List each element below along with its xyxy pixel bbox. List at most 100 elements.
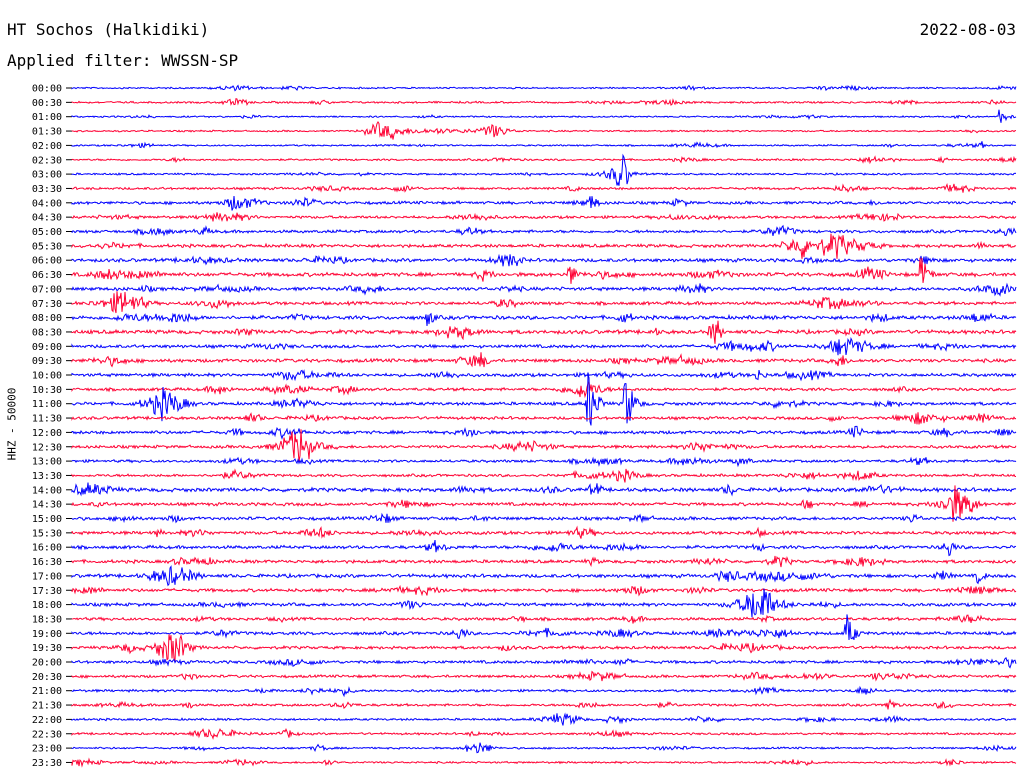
row-label-2000: 20:00 (32, 658, 62, 669)
trace-row-1230 (71, 429, 1017, 462)
row-label-2100: 21:00 (32, 686, 62, 697)
row-label-0200: 02:00 (32, 141, 62, 152)
trace-row-2200 (71, 712, 1017, 726)
trace-row-2000 (71, 656, 1017, 669)
trace-row-1600 (71, 540, 1017, 557)
row-label-1000: 10:00 (32, 371, 62, 382)
row-label-2130: 21:30 (32, 701, 62, 712)
row-label-0230: 02:30 (32, 155, 62, 166)
row-label-1300: 13:00 (32, 457, 62, 468)
row-label-0730: 07:30 (32, 299, 62, 310)
trace-row-0400 (71, 196, 1017, 211)
row-label-2030: 20:30 (32, 672, 62, 683)
row-label-2330: 23:30 (32, 758, 62, 769)
row-label-1800: 18:00 (32, 600, 62, 611)
row-label-1830: 18:30 (32, 614, 62, 625)
trace-row-2300 (71, 742, 1017, 754)
row-label-0930: 09:30 (32, 356, 62, 367)
trace-row-1400 (71, 482, 1017, 497)
trace-row-1300 (71, 456, 1017, 468)
row-label-0500: 05:00 (32, 227, 62, 238)
row-label-1230: 12:30 (32, 442, 62, 453)
trace-row-0230 (71, 155, 1017, 165)
row-label-1500: 15:00 (32, 514, 62, 525)
row-label-0800: 08:00 (32, 313, 62, 324)
trace-row-2230 (71, 728, 1017, 740)
trace-row-0600 (71, 253, 1017, 267)
trace-row-0030 (71, 97, 1017, 107)
row-label-0530: 05:30 (32, 241, 62, 252)
trace-row-1500 (71, 512, 1017, 524)
row-label-0000: 00:00 (32, 84, 62, 95)
trace-row-0100 (71, 109, 1017, 123)
trace-row-2100 (71, 685, 1017, 698)
row-label-0130: 01:30 (32, 127, 62, 138)
trace-row-2330 (71, 757, 1017, 768)
trace-row-1030 (71, 380, 1017, 399)
trace-row-1100 (71, 374, 1017, 426)
trace-row-1630 (71, 555, 1017, 568)
trace-row-1000 (71, 369, 1017, 382)
station-title: HT Sochos (Halkidiki) (7, 20, 210, 39)
trace-row-1530 (71, 525, 1017, 539)
row-label-0330: 03:30 (32, 184, 62, 195)
trace-row-2030 (71, 670, 1017, 682)
trace-row-0500 (71, 224, 1017, 237)
row-label-0400: 04:00 (32, 198, 62, 209)
trace-row-1830 (71, 614, 1017, 624)
row-label-1030: 10:30 (32, 385, 62, 396)
row-label-0700: 07:00 (32, 284, 62, 295)
trace-row-1730 (71, 584, 1017, 597)
row-label-0900: 09:00 (32, 342, 62, 353)
row-label-0100: 01:00 (32, 112, 62, 123)
row-label-1400: 14:00 (32, 485, 62, 496)
row-label-2300: 23:00 (32, 744, 62, 755)
trace-row-1130 (71, 412, 1017, 425)
row-label-1530: 15:30 (32, 528, 62, 539)
row-label-1430: 14:30 (32, 500, 62, 511)
row-label-0830: 08:30 (32, 327, 62, 338)
row-label-2200: 22:00 (32, 715, 62, 726)
row-label-1630: 16:30 (32, 557, 62, 568)
trace-row-0730 (71, 291, 1017, 314)
row-label-0630: 06:30 (32, 270, 62, 281)
trace-row-0430 (71, 212, 1017, 222)
row-label-1930: 19:30 (32, 643, 62, 654)
row-label-0300: 03:00 (32, 170, 62, 181)
trace-row-1200 (71, 425, 1017, 440)
trace-row-0330 (71, 183, 1017, 193)
trace-row-0530 (71, 233, 1017, 259)
trace-row-0000 (71, 84, 1017, 92)
row-label-0430: 04:30 (32, 213, 62, 224)
row-label-2230: 22:30 (32, 729, 62, 740)
filter-label: Applied filter: WWSSN-SP (7, 51, 239, 70)
row-label-1700: 17:00 (32, 571, 62, 582)
trace-row-1430 (71, 485, 1017, 522)
trace-row-0930 (71, 352, 1017, 368)
trace-row-0200 (71, 141, 1017, 149)
trace-row-1330 (71, 468, 1017, 483)
row-labels: 00:00 00:30 01:00 01:30 02:00 02:30 03:00 03:30… (32, 84, 72, 769)
row-label-1900: 19:00 (32, 629, 62, 640)
trace-row-1900 (71, 614, 1017, 641)
row-label-1100: 11:00 (32, 399, 62, 410)
trace-row-2130 (71, 698, 1017, 710)
trace-row-0800 (71, 312, 1017, 326)
row-label-0030: 00:30 (32, 98, 62, 109)
trace-row-0300 (71, 153, 1017, 186)
row-label-0600: 06:00 (32, 256, 62, 267)
trace-row-0700 (71, 282, 1017, 297)
trace-row-1800 (71, 588, 1017, 618)
row-label-1730: 17:30 (32, 586, 62, 597)
trace-row-0130 (71, 121, 1017, 140)
trace-row-0630 (71, 257, 1017, 284)
record-date: 2022-08-03 (919, 20, 1016, 39)
row-label-1330: 13:30 (32, 471, 62, 482)
row-label-1200: 12:00 (32, 428, 62, 439)
trace-row-1930 (71, 633, 1017, 662)
row-label-1600: 16:00 (32, 543, 62, 554)
trace-row-1700 (71, 565, 1017, 587)
trace-row-0830 (71, 320, 1017, 344)
trace-rows (71, 84, 1017, 768)
